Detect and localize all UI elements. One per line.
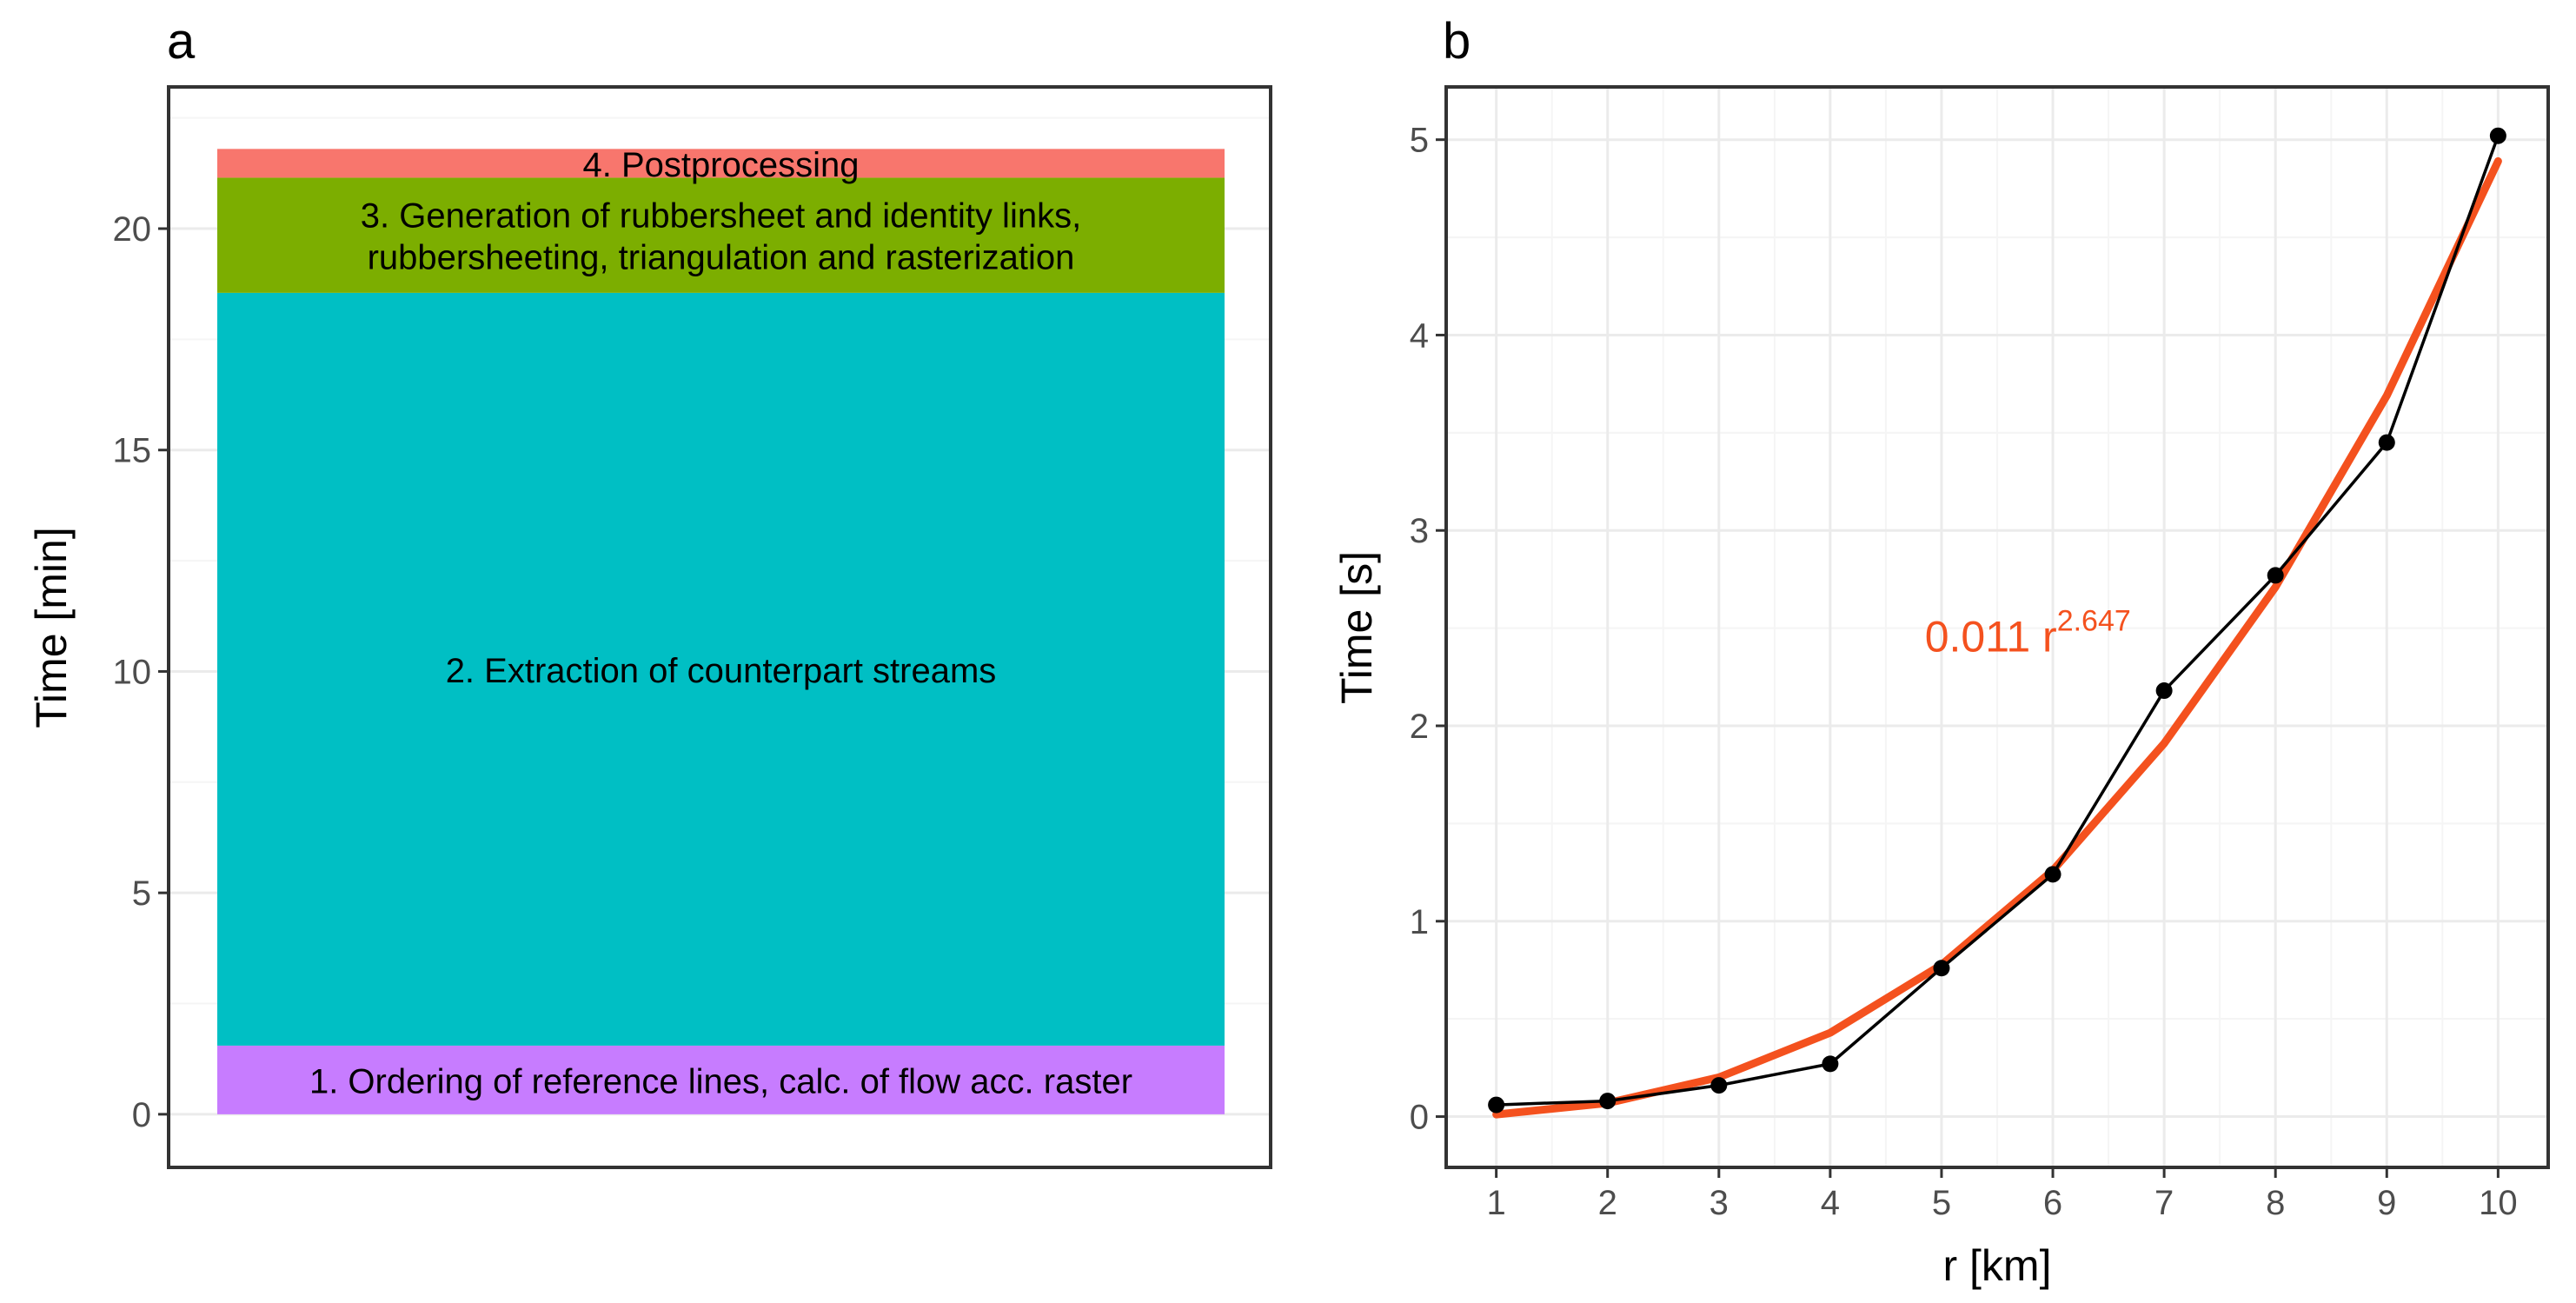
bar-segment-4-label: 4. Postprocessing <box>583 146 860 184</box>
data-point <box>2044 866 2061 883</box>
bar-segment-2 <box>217 292 1225 1046</box>
bar-segment-4 <box>217 149 1225 178</box>
panel-b-x-tick-label: 9 <box>2377 1184 2396 1222</box>
panel-b-x-tick-label: 1 <box>1487 1184 1506 1222</box>
fit-annotation-exponent: 2.647 <box>2057 605 2131 638</box>
panel-b-y-axis-title: Time [s] <box>1332 551 1381 704</box>
panel-b-x-tick-label: 6 <box>2043 1184 2062 1222</box>
panel-b-y-axis: 0 1 2 3 4 5 <box>1410 122 1446 1137</box>
panel-b-grid <box>1446 87 2548 1167</box>
panel-b-y-tick-label: 0 <box>1410 1099 1429 1137</box>
data-point <box>2267 567 2284 584</box>
data-point <box>2155 682 2173 700</box>
panel-b-y-tick-label: 5 <box>1410 122 1429 160</box>
panel-a-y-tick-label: 0 <box>132 1096 151 1134</box>
panel-b-frame <box>1444 85 2550 1169</box>
panel-a-y-tick-label: 5 <box>132 874 151 913</box>
panel-a-y-tick-label: 10 <box>113 653 152 691</box>
data-point <box>1488 1096 1505 1114</box>
data-point <box>2489 127 2506 144</box>
panel-b-x-axis: 1 2 3 4 5 6 7 8 9 10 <box>1487 1167 2518 1222</box>
panel-b-y-tick-label: 4 <box>1410 316 1429 355</box>
panel-b-x-axis-title: r [km] <box>1943 1241 2052 1290</box>
bar-segment-3-label: rubbersheeting, triangulation and raster… <box>368 239 1075 277</box>
panel-a-bars <box>217 149 1225 1114</box>
panel-b-y-tick-label: 1 <box>1410 903 1429 941</box>
fit-annotation-base: 0.011 r <box>1925 613 2057 661</box>
panel-b-x-tick-label: 8 <box>2266 1184 2285 1222</box>
panel-b-x-tick-label: 10 <box>2479 1184 2518 1222</box>
panel-b-fit-annotation: 0.011 r2.647 <box>1925 605 2131 661</box>
panel-a-y-tick-label: 15 <box>113 432 152 470</box>
panel-b-series <box>1488 127 2506 1119</box>
bar-segment-1-label: 1. Ordering of reference lines, calc. of… <box>309 1062 1132 1100</box>
measured-line <box>1496 135 2500 1107</box>
panel-a-y-tick-label: 20 <box>113 210 152 249</box>
bar-segment-2-label: 2. Extraction of counterpart streams <box>446 652 997 690</box>
panel-a-y-axis: 0 5 10 15 20 <box>113 210 169 1134</box>
panel-a: a 1. Ordering of reference lines, calc. … <box>27 13 1272 1169</box>
panel-b-y-tick-label: 2 <box>1410 708 1429 746</box>
panel-b-y-tick-label: 3 <box>1410 512 1429 550</box>
panel-b-tag: b <box>1443 13 1471 70</box>
panel-a-segment-labels: 1. Ordering of reference lines, calc. of… <box>309 146 1132 1101</box>
panel-a-y-axis-title: Time [min] <box>27 527 76 728</box>
data-point <box>1599 1093 1617 1110</box>
bar-segment-3-label: 3. Generation of rubbersheet and identit… <box>361 197 1081 236</box>
fit-line <box>1492 156 2502 1119</box>
bar-segment-3 <box>217 177 1225 293</box>
panel-b-x-tick-label: 7 <box>2154 1184 2174 1222</box>
panel-b: b 0 1 2 3 4 5 1 2 3 4 5 6 7 8 9 10 Time [s] r [km] 0.0… <box>1332 13 2550 1290</box>
data-point <box>2378 434 2395 451</box>
panel-a-tag: a <box>167 13 196 70</box>
panel-a-frame <box>167 85 1272 1169</box>
panel-b-x-tick-label: 3 <box>1710 1184 1729 1222</box>
data-point <box>1933 960 1950 977</box>
bar-segment-1 <box>217 1045 1225 1114</box>
data-point <box>1710 1077 1728 1094</box>
panel-b-x-tick-label: 2 <box>1598 1184 1617 1222</box>
panel-b-x-tick-label: 4 <box>1821 1184 1840 1222</box>
panel-b-x-tick-label: 5 <box>1932 1184 1951 1222</box>
data-point <box>1822 1055 1839 1073</box>
